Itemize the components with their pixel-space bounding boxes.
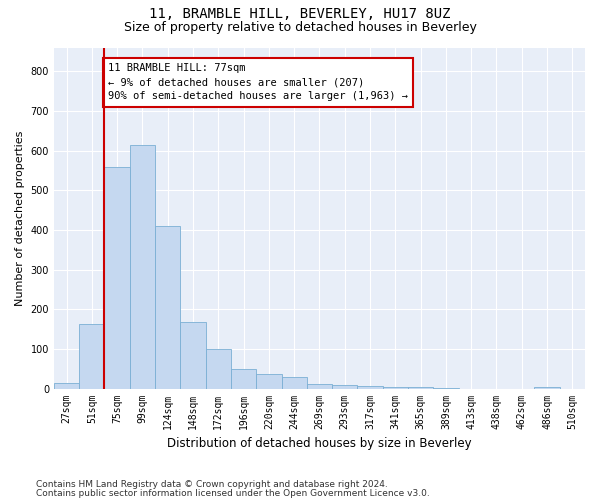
Bar: [281, 378, 307, 388]
Bar: [54, 382, 79, 388]
Bar: [332, 384, 358, 388]
Bar: [535, 386, 560, 388]
Text: Contains public sector information licensed under the Open Government Licence v3: Contains public sector information licen…: [36, 488, 430, 498]
Bar: [408, 387, 433, 388]
Bar: [383, 386, 408, 388]
Text: 11 BRAMBLE HILL: 77sqm
← 9% of detached houses are smaller (207)
90% of semi-det: 11 BRAMBLE HILL: 77sqm ← 9% of detached …: [108, 64, 408, 102]
Bar: [130, 144, 155, 388]
Bar: [104, 168, 130, 388]
Bar: [358, 386, 383, 388]
X-axis label: Distribution of detached houses by size in Beverley: Distribution of detached houses by size …: [167, 437, 472, 450]
Bar: [256, 374, 281, 388]
Bar: [181, 322, 206, 388]
Bar: [206, 349, 231, 389]
Text: Size of property relative to detached houses in Beverley: Size of property relative to detached ho…: [124, 21, 476, 34]
Bar: [231, 368, 256, 388]
Bar: [79, 324, 104, 388]
Bar: [155, 226, 181, 388]
Text: Contains HM Land Registry data © Crown copyright and database right 2024.: Contains HM Land Registry data © Crown c…: [36, 480, 388, 489]
Text: 11, BRAMBLE HILL, BEVERLEY, HU17 8UZ: 11, BRAMBLE HILL, BEVERLEY, HU17 8UZ: [149, 8, 451, 22]
Bar: [307, 384, 332, 388]
Y-axis label: Number of detached properties: Number of detached properties: [15, 130, 25, 306]
